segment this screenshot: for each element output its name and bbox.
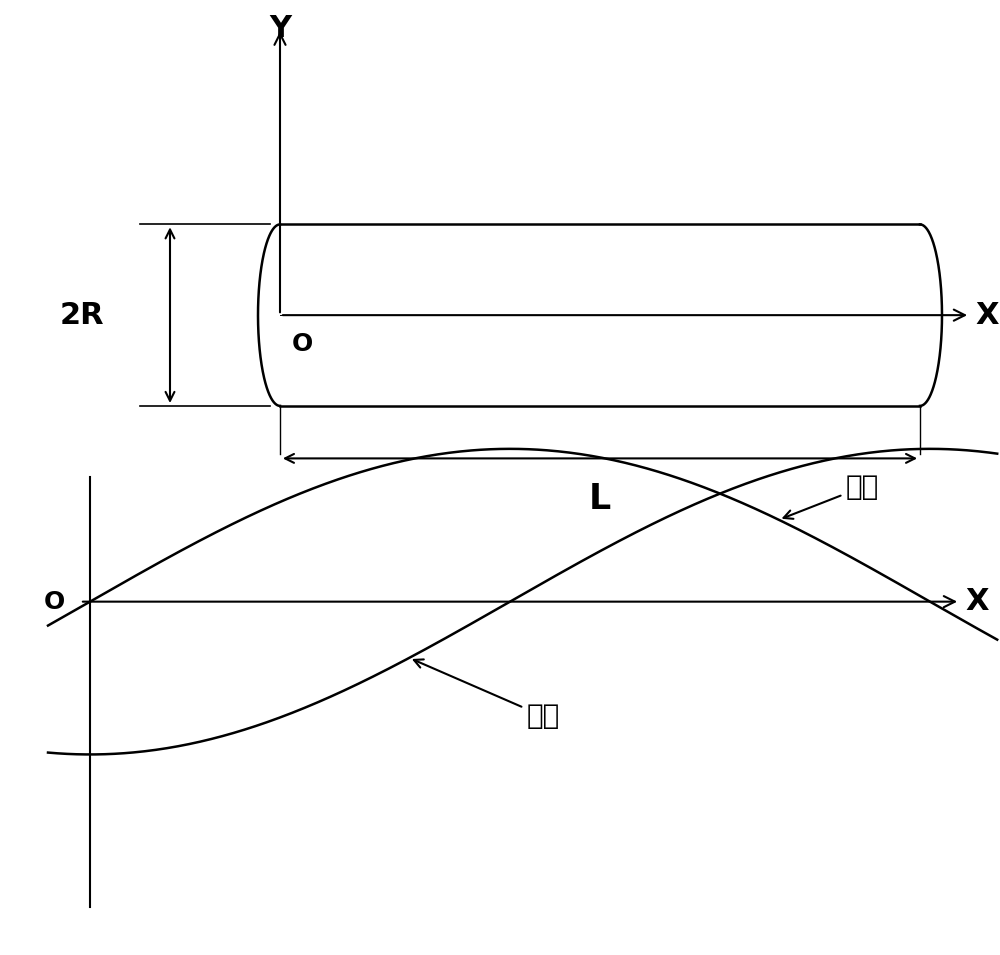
Text: Y: Y bbox=[269, 14, 291, 43]
Text: 2R: 2R bbox=[60, 301, 105, 329]
Text: 位移: 位移 bbox=[414, 659, 560, 731]
Text: 应力: 应力 bbox=[784, 473, 879, 519]
Text: X: X bbox=[975, 301, 998, 329]
Text: O: O bbox=[292, 332, 313, 356]
Text: X: X bbox=[965, 587, 988, 616]
Text: O: O bbox=[44, 589, 65, 614]
Text: L: L bbox=[589, 482, 611, 517]
